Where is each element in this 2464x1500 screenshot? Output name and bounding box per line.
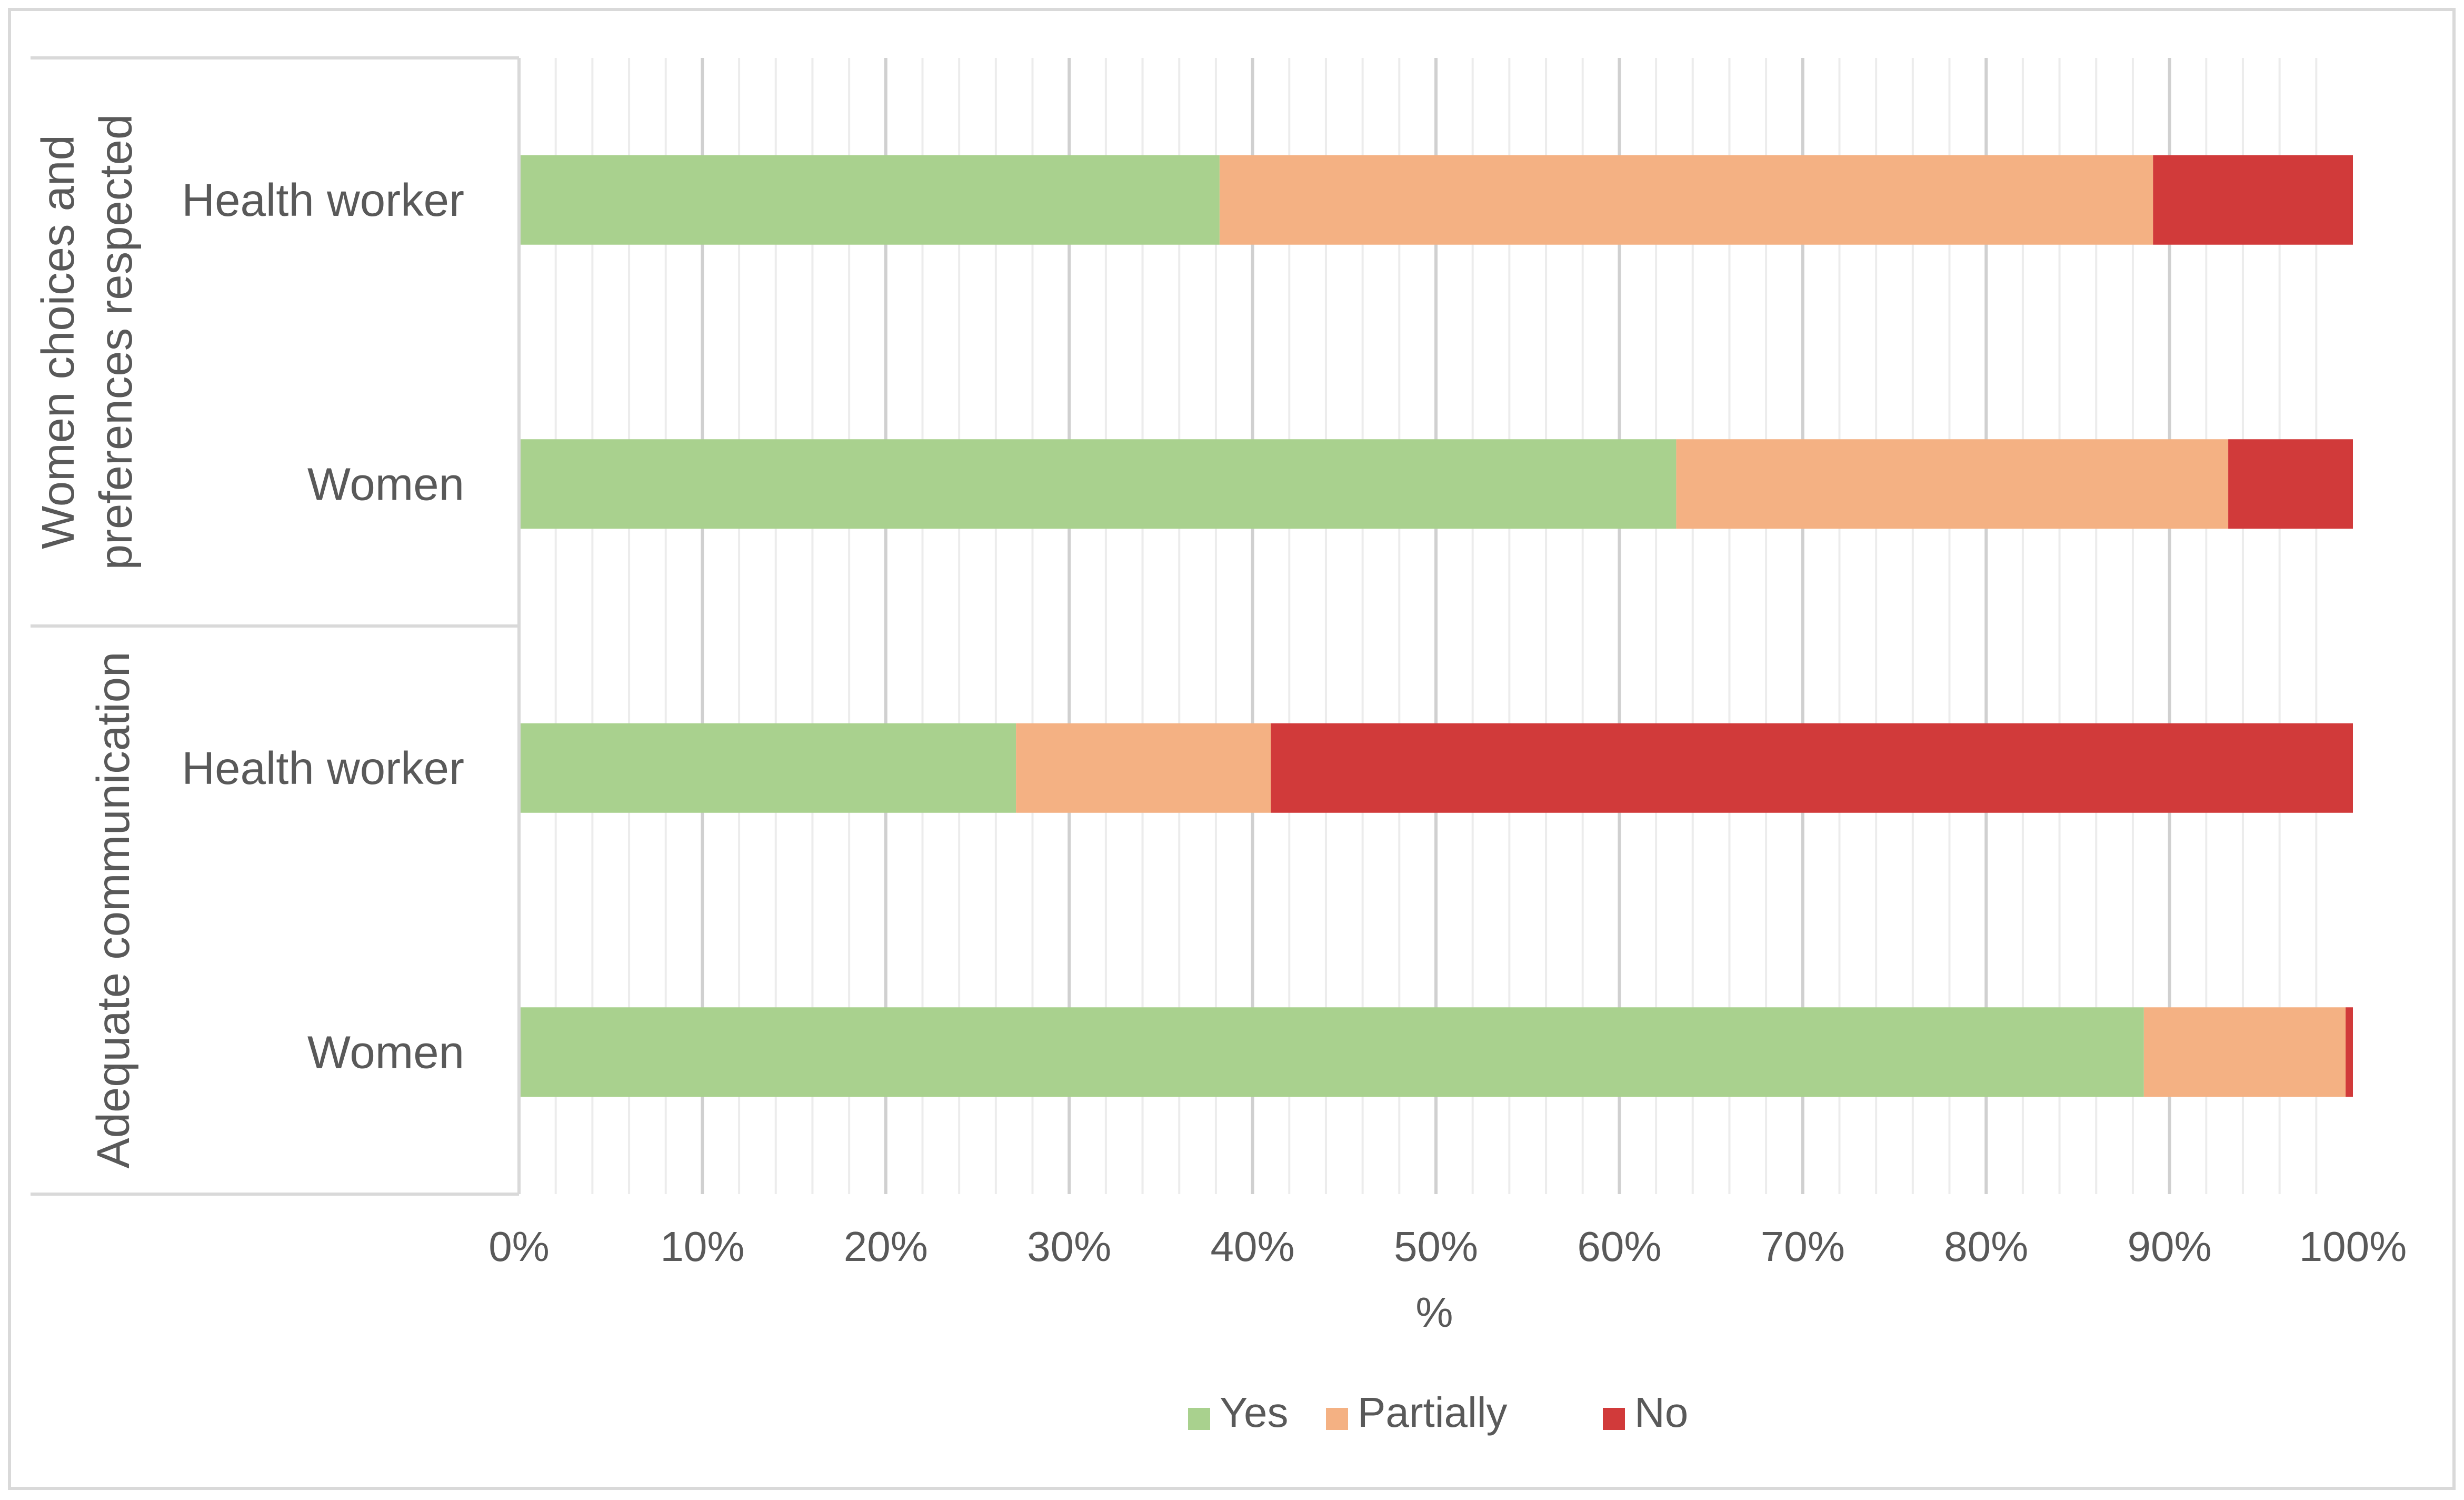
category-label: Women	[307, 459, 464, 510]
category-axis: Health worker Women Health worker Women Wome…	[31, 56, 521, 1196]
x-tick-label: 20%	[844, 1223, 928, 1270]
bar-segment-partially	[2143, 1007, 2346, 1097]
bars	[519, 155, 2353, 1097]
bar-segment-yes	[519, 723, 1016, 813]
category-label: Health worker	[182, 743, 464, 794]
bar-segment-partially	[1016, 723, 1271, 813]
group-label: preferences respected	[91, 114, 142, 570]
legend-label: Yes	[1220, 1389, 1289, 1436]
x-tick-label: 30%	[1027, 1223, 1111, 1270]
x-tick-label: 50%	[1394, 1223, 1478, 1270]
bar-segment-no	[1271, 723, 2353, 813]
bar-segment-no	[2153, 155, 2353, 245]
bar-segment-yes	[519, 1007, 2144, 1097]
bar-segment-partially	[1219, 155, 2153, 245]
x-tick-label: 100%	[2299, 1223, 2407, 1270]
bar-segment-yes	[519, 155, 1220, 245]
bar-segment-yes	[519, 439, 1677, 529]
legend-swatch-no	[1603, 1408, 1625, 1430]
x-axis-title: %	[1415, 1289, 1453, 1336]
x-tick-label: 90%	[2128, 1223, 2212, 1270]
x-tick-label: 10%	[660, 1223, 744, 1270]
legend-label: No	[1634, 1389, 1688, 1436]
x-tick-label: 40%	[1211, 1223, 1295, 1270]
x-axis-ticks: 0% 10% 20% 30% 40% 50% 60% 70% 80% 90% 100%	[488, 1223, 2407, 1270]
legend-swatch-yes	[1188, 1408, 1210, 1430]
legend-label: Partially	[1358, 1389, 1508, 1436]
bar-segment-no	[2228, 439, 2353, 529]
x-tick-label: 80%	[1944, 1223, 2028, 1270]
x-tick-label: 60%	[1577, 1223, 1661, 1270]
x-tick-label: 0%	[488, 1223, 550, 1270]
legend-swatch-partially	[1326, 1408, 1348, 1430]
gridlines	[554, 58, 2318, 1194]
category-label: Women	[307, 1027, 464, 1078]
legend: Yes Partially No	[1188, 1389, 1688, 1436]
x-tick-label: 70%	[1761, 1223, 1845, 1270]
group-label: Women choices and	[33, 135, 84, 549]
category-label: Health worker	[182, 175, 464, 226]
bar-segment-no	[2346, 1007, 2353, 1097]
group-label: Adequate communication	[88, 652, 139, 1169]
bar-segment-partially	[1676, 439, 2229, 529]
